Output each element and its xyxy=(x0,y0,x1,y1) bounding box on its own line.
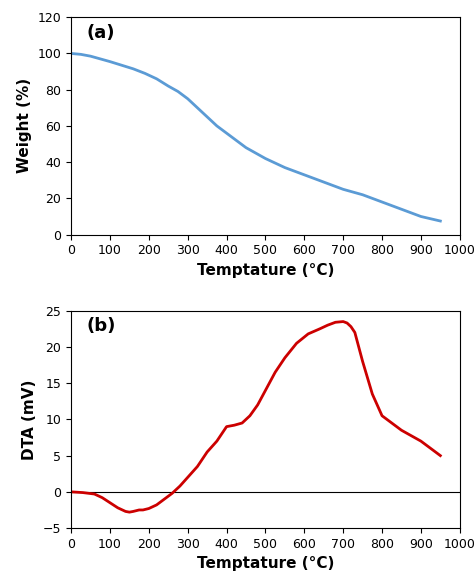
Y-axis label: DTA (mV): DTA (mV) xyxy=(22,379,37,460)
X-axis label: Temptature (°C): Temptature (°C) xyxy=(197,263,334,278)
Text: (b): (b) xyxy=(87,317,116,335)
Y-axis label: Weight (%): Weight (%) xyxy=(17,79,32,173)
Text: (a): (a) xyxy=(87,24,115,42)
X-axis label: Temptature (°C): Temptature (°C) xyxy=(197,556,334,571)
